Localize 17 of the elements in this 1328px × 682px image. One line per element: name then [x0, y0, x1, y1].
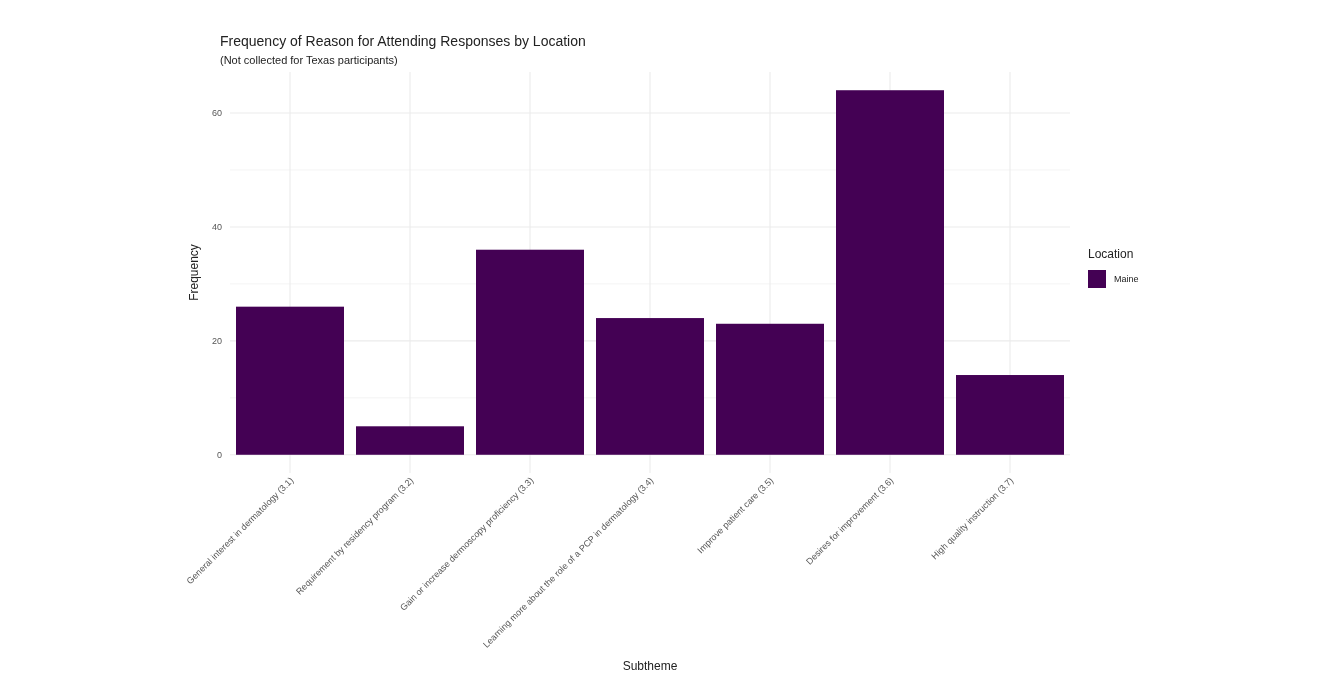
bar	[956, 375, 1064, 455]
y-tick-label: 60	[211, 108, 222, 119]
chart-subtitle: (Not collected for Texas participants)	[220, 54, 398, 66]
chart-title: Frequency of Reason for Attending Responses by Location	[220, 33, 586, 49]
bar	[236, 306, 344, 455]
bar	[476, 249, 584, 455]
y-tick-label: 0	[216, 449, 222, 460]
x-axis-title: Subtheme	[622, 659, 678, 673]
y-axis-title: Frequency	[187, 244, 201, 301]
bar	[596, 318, 704, 455]
bar	[356, 426, 464, 455]
y-tick-label: 40	[211, 222, 222, 233]
legend-title: Location	[1088, 247, 1134, 261]
bar	[716, 323, 824, 455]
bar	[836, 90, 944, 455]
y-tick-label: 20	[211, 336, 222, 346]
legend-label: Maine	[1114, 274, 1139, 285]
